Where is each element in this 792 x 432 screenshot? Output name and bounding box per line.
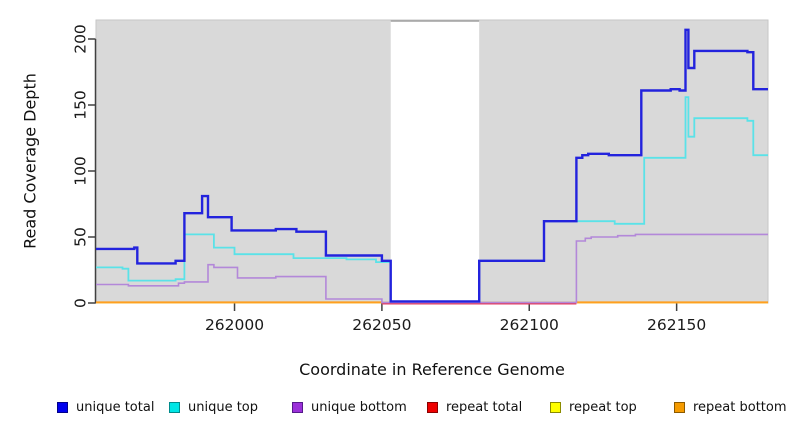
y-axis-title: Read Coverage Depth bbox=[20, 73, 40, 249]
series-line-unique-total bbox=[96, 28, 768, 303]
legend-label-repeat-total: repeat total bbox=[446, 399, 523, 415]
y-tick-label: 200 bbox=[72, 24, 90, 54]
y-tick-label: 0 bbox=[72, 298, 90, 308]
legend-item-repeat-top: repeat top bbox=[550, 399, 637, 415]
y-tick-label: 100 bbox=[72, 156, 90, 186]
x-tick-label: 262050 bbox=[352, 316, 411, 334]
x-tick-label: 262100 bbox=[500, 316, 559, 334]
y-tick-label: 50 bbox=[72, 227, 90, 247]
masked-region bbox=[390, 21, 480, 303]
legend-label-repeat-top: repeat top bbox=[569, 399, 637, 415]
x-tick-label: 262000 bbox=[205, 316, 264, 334]
series-line-unique-bottom bbox=[96, 233, 768, 304]
legend-swatch-repeat-total bbox=[427, 401, 438, 413]
x-axis-title: Coordinate in Reference Genome bbox=[299, 360, 565, 379]
legend-item-unique-bottom: unique bottom bbox=[292, 399, 407, 415]
legend-label-repeat-bottom: repeat bottom bbox=[693, 399, 787, 415]
legend-label-unique-total: unique total bbox=[76, 399, 155, 415]
x-tick-label: 262150 bbox=[647, 316, 706, 334]
legend-item-repeat-total: repeat total bbox=[427, 399, 522, 415]
legend-swatch-unique-total bbox=[57, 401, 68, 413]
legend-label-unique-top: unique top bbox=[188, 399, 259, 415]
legend: unique total unique top unique bottom repea… bbox=[0, 399, 792, 419]
y-tick-label: 150 bbox=[72, 90, 90, 120]
legend-swatch-repeat-top bbox=[550, 401, 561, 413]
legend-item-unique-total: unique total bbox=[57, 399, 154, 415]
legend-swatch-unique-top bbox=[169, 401, 180, 413]
legend-label-unique-bottom: unique bottom bbox=[311, 399, 407, 415]
legend-swatch-unique-bottom bbox=[292, 401, 303, 413]
plot-area-svg: 0 50 100 150 200 262000 262050 262100 262150 bbox=[72, 19, 769, 334]
legend-item-unique-top: unique top bbox=[169, 399, 258, 415]
legend-item-repeat-bottom: repeat bottom bbox=[674, 399, 787, 415]
legend-swatch-repeat-bottom bbox=[674, 401, 685, 413]
